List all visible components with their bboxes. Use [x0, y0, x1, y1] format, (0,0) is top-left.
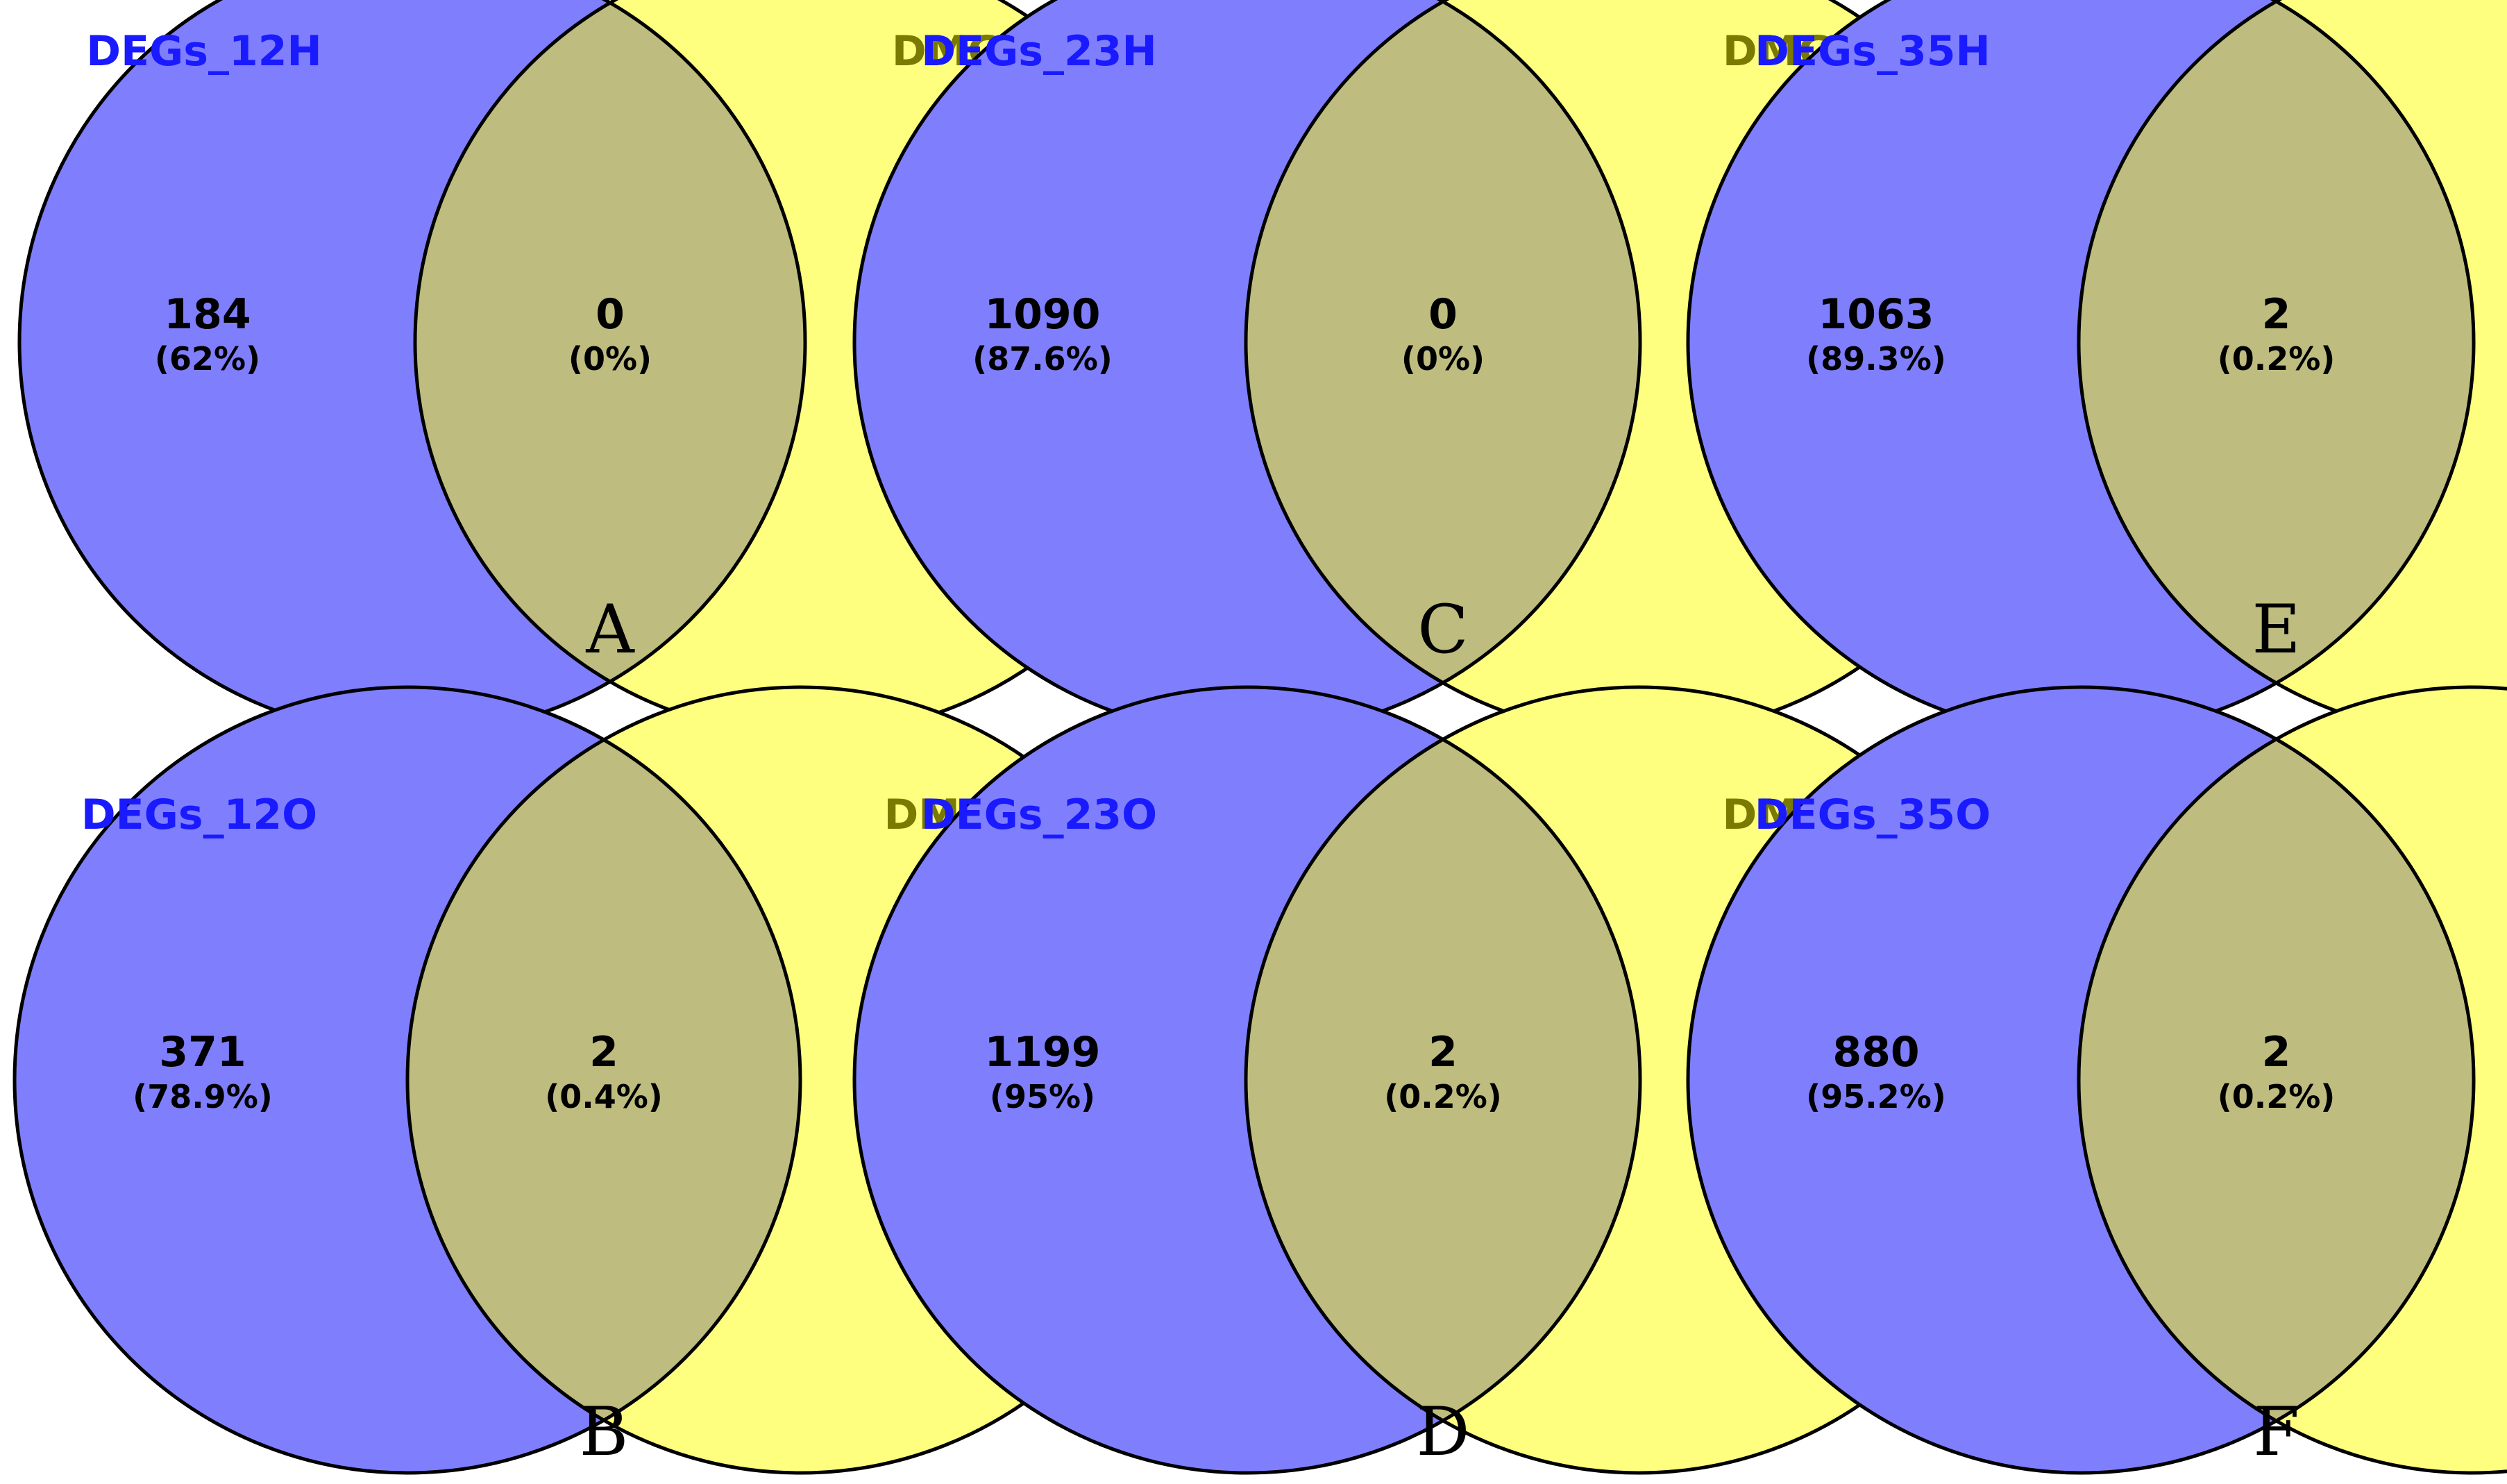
overlap-count: 0 — [1428, 290, 1458, 339]
left-only-percent: (89.3%) — [1806, 340, 1946, 378]
left-set-label: DEGs_12H — [86, 27, 321, 76]
overlap-percent: (0.4%) — [545, 1078, 663, 1115]
left-only-count: 1199 — [985, 1028, 1101, 1077]
left-set-label: DEGs_12O — [81, 791, 317, 839]
left-only-percent: (78.9%) — [133, 1078, 273, 1115]
left-only-count: 1063 — [1818, 290, 1934, 339]
panel-letter: F — [2253, 1393, 2299, 1471]
left-set-outline — [1686, 685, 2476, 1475]
panel-letter: A — [585, 591, 635, 668]
left-set-label: DEGs_35H — [1755, 27, 1990, 76]
overlap-region — [2079, 0, 2474, 735]
left-only-percent: (95.2%) — [1806, 1078, 1946, 1115]
overlap-count: 2 — [589, 1028, 618, 1077]
left-set-outline — [852, 685, 1642, 1475]
overlap-region — [407, 687, 800, 1473]
left-set-outline — [12, 685, 802, 1475]
overlap-region — [2079, 687, 2474, 1473]
left-set-label: DEGs_23H — [921, 27, 1156, 76]
left-only-percent: (95%) — [990, 1078, 1095, 1115]
left-only-count: 880 — [1832, 1028, 1919, 1077]
venn-panel-f: DEGs_35ODMGs_35O880(95.2%)2(0.2%)42(4.5%… — [1686, 685, 2507, 1475]
left-only-percent: (62%) — [155, 340, 260, 378]
overlap-percent: (0.2%) — [2218, 1078, 2336, 1115]
venn-panel-e: DEGs_35HDMGs_35H1063(89.3%)2(0.2%)126(10… — [1686, 0, 2507, 737]
overlap-count: 0 — [596, 290, 625, 339]
right-set-outline — [2077, 685, 2507, 1475]
left-only-count: 371 — [159, 1028, 246, 1077]
overlap-region — [415, 0, 805, 735]
panel-letter: C — [1417, 591, 1468, 668]
overlap-percent: (0%) — [1401, 340, 1485, 378]
overlap-count: 2 — [2262, 1028, 2291, 1077]
left-set-label: DEGs_23O — [921, 791, 1157, 839]
panel-letter: D — [1417, 1393, 1470, 1471]
left-only-count: 1090 — [985, 290, 1101, 339]
overlap-count: 2 — [1428, 1028, 1458, 1077]
overlap-percent: (0.2%) — [2218, 340, 2336, 378]
overlap-count: 2 — [2262, 290, 2291, 339]
left-set-label: DEGs_35O — [1755, 791, 1991, 839]
overlap-percent: (0%) — [568, 340, 652, 378]
left-only-count: 184 — [164, 290, 251, 339]
overlap-percent: (0.2%) — [1384, 1078, 1502, 1115]
panel-letter: E — [2252, 591, 2300, 668]
left-only-percent: (87.6%) — [972, 340, 1113, 378]
panel-letter: B — [580, 1393, 629, 1471]
